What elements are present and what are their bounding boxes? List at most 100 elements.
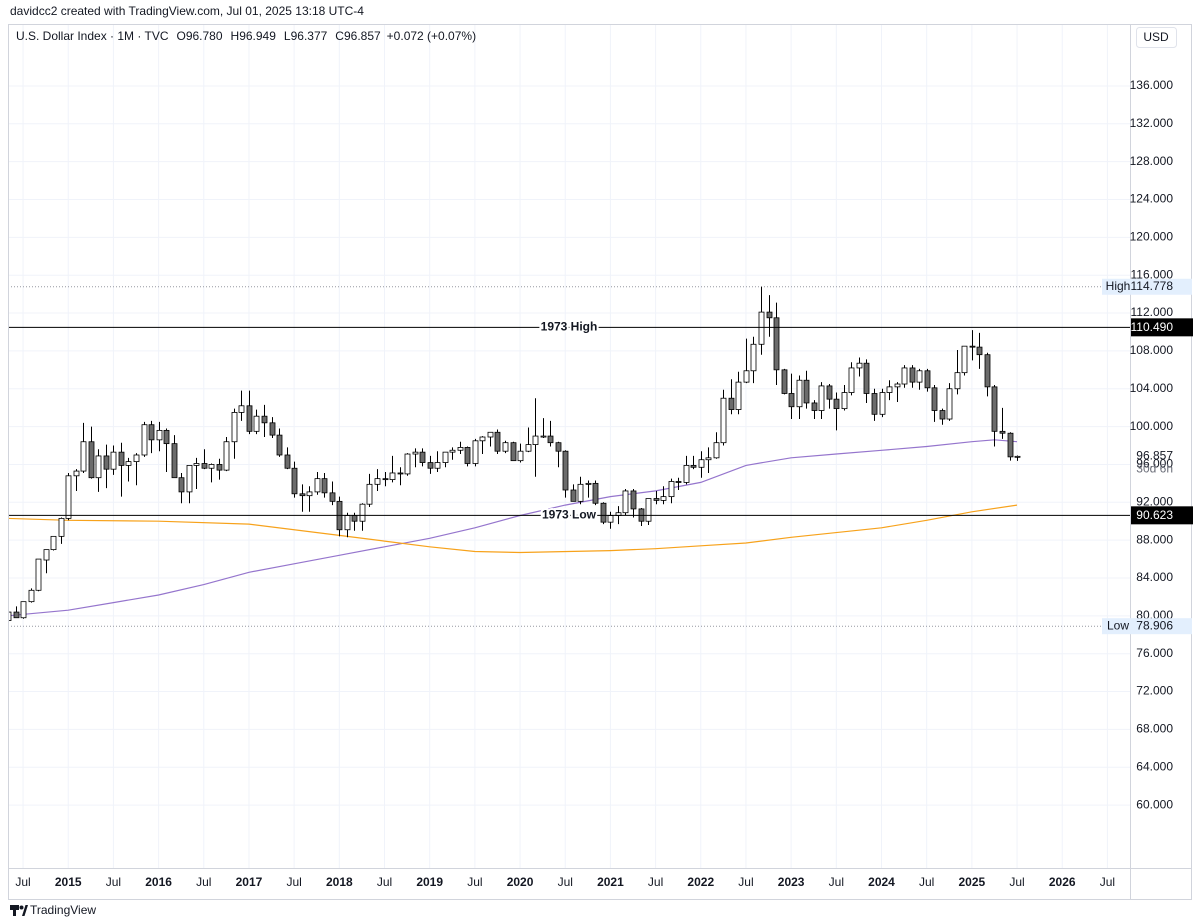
candle-body	[223, 441, 230, 471]
logo-part	[13, 905, 16, 916]
x-tick-label: Jul	[467, 875, 482, 889]
ohlc-value: 96.780	[186, 29, 223, 43]
candle-body	[404, 453, 411, 475]
candle-body	[592, 482, 599, 504]
moving-average-line	[9, 504, 1018, 554]
y-tick-label: 108.000	[1130, 343, 1174, 357]
candle-body	[397, 472, 404, 475]
ohlc-key: L	[284, 29, 291, 43]
candle-body	[193, 463, 200, 466]
candle-body	[991, 386, 998, 432]
ohlc-value: 96.377	[291, 29, 328, 43]
candle-body	[773, 317, 780, 371]
price-change: +0.072 (+0.07%)	[387, 29, 476, 43]
level-label: 1973 Low	[542, 508, 597, 522]
candle-body	[863, 362, 870, 394]
x-tick-label: Jul	[15, 875, 30, 889]
candle-body	[494, 431, 501, 452]
y-tick-label: 60.000	[1136, 797, 1173, 811]
candle-body	[946, 388, 953, 420]
y-tick-label: 76.000	[1136, 646, 1173, 660]
candle-body	[216, 464, 223, 471]
candle-body	[871, 393, 878, 415]
candle-body	[562, 450, 569, 491]
candle-body	[148, 424, 155, 441]
candle-body	[833, 398, 840, 410]
credit: davidcc2 created with TradingView.com, J…	[10, 4, 364, 18]
extreme-tag	[1102, 618, 1192, 635]
x-tick-label: Jul	[558, 875, 573, 889]
candle-body	[65, 475, 72, 519]
candle-body	[705, 457, 712, 461]
x-tick-label: 2022	[687, 875, 714, 889]
candle-body	[20, 601, 27, 619]
level-label: 1973 High	[541, 320, 598, 334]
x-tick-label: 2023	[778, 875, 805, 889]
y-tick-label: 132.000	[1130, 116, 1174, 130]
candle-body	[163, 429, 170, 445]
x-tick-label: Jul	[648, 875, 663, 889]
candle-body	[103, 455, 110, 470]
candle-body	[171, 443, 178, 479]
candle-body	[811, 402, 818, 411]
y-tick-label: 136.000	[1130, 78, 1174, 92]
currency-box[interactable]	[1136, 27, 1177, 48]
y-tick-label: 88.000	[1136, 532, 1173, 546]
level-tag	[1131, 506, 1193, 525]
brand: TradingView	[30, 903, 96, 917]
y-tick-label: 120.000	[1130, 230, 1174, 244]
x-tick-label: Jul	[106, 875, 121, 889]
candle-body	[412, 451, 419, 455]
candle-body	[50, 535, 57, 551]
candle-body	[961, 345, 968, 374]
y-tick-label: 84.000	[1136, 570, 1173, 584]
candle-body	[841, 392, 848, 410]
candle-body	[186, 464, 193, 493]
extreme-tag-name: High	[1106, 279, 1131, 293]
ohlc-key: O	[176, 29, 185, 43]
candle-body	[886, 386, 893, 393]
candle-body	[735, 381, 742, 410]
candle-body	[826, 385, 833, 400]
candle-body	[540, 435, 547, 438]
moving-average-line	[9, 439, 1018, 617]
candle-body	[607, 515, 614, 523]
candle-body	[73, 470, 80, 477]
candle-body	[690, 464, 697, 468]
candle-body	[208, 464, 215, 469]
countdown-label: 30d 6h	[1136, 462, 1173, 476]
candle-body	[660, 496, 667, 501]
level-tag-label: 110.490	[1131, 320, 1174, 334]
candle-body	[80, 441, 87, 472]
x-tick-label: 2021	[597, 875, 624, 889]
candle-body	[781, 369, 788, 394]
candle-body	[585, 482, 592, 485]
x-tick-label: 2024	[868, 875, 895, 889]
candle-body	[909, 367, 916, 383]
candle-body	[472, 440, 479, 464]
brand-logo	[10, 905, 28, 916]
currency[interactable]: USD	[1143, 30, 1169, 44]
candle-body	[969, 345, 976, 348]
candle-body	[713, 442, 720, 459]
candle-body	[201, 463, 208, 469]
x-tick-label: Jul	[829, 875, 844, 889]
x-tick-label: 2015	[55, 875, 82, 889]
candle-body	[818, 385, 825, 411]
candle-body	[88, 441, 95, 479]
ohlc-value: 96.857	[344, 29, 381, 43]
candle-body	[156, 429, 163, 441]
candle-body	[788, 393, 795, 408]
candle-body	[329, 492, 336, 502]
candle-body	[238, 405, 245, 413]
candle-body	[449, 449, 456, 453]
x-tick-label: 2019	[416, 875, 443, 889]
candle-body	[622, 490, 629, 514]
x-tick-label: Jul	[196, 875, 211, 889]
candle-body	[178, 477, 185, 493]
candle-body	[916, 370, 923, 383]
candle-body	[976, 346, 983, 356]
candle-body	[547, 435, 554, 444]
x-tick-label: Jul	[738, 875, 753, 889]
